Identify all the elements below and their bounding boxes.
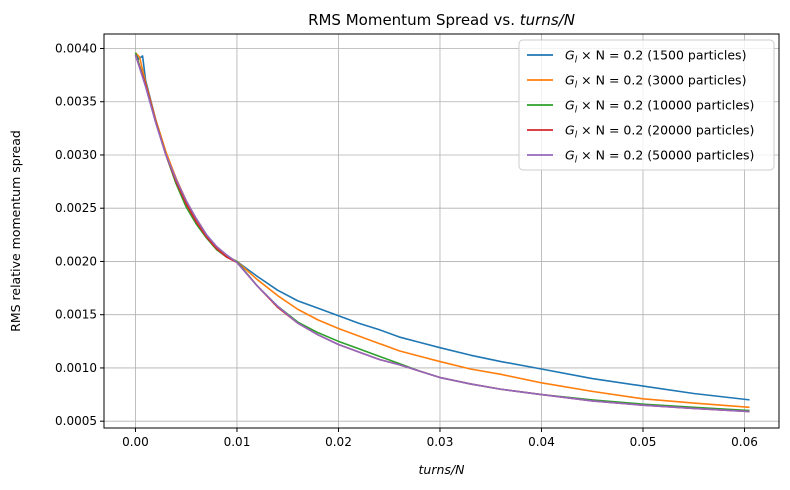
chart-title-prefix: RMS Momentum Spread vs. — [308, 11, 520, 29]
y-tick-label: 0.0025 — [55, 201, 97, 215]
y-tick-label: 0.0010 — [55, 361, 97, 375]
y-tick-label: 0.0005 — [55, 414, 97, 428]
legend-label: Gl × N = 0.2 (10000 particles) — [565, 98, 754, 116]
series-layer — [134, 52, 750, 413]
x-tick-label: 0.01 — [224, 435, 251, 449]
ticks-layer: 0.00 0.01 0.02 0.03 0.04 0.05 0.06 0.0005 0.0010… — [55, 41, 758, 449]
y-axis-label: RMS relative momentum spread — [8, 130, 23, 332]
series-line — [134, 54, 750, 413]
legend: Gl × N = 0.2 (1500 particles) Gl × N = 0.… — [518, 39, 775, 171]
legend-label: Gl × N = 0.2 (20000 particles) — [565, 123, 754, 141]
x-axis-label: turns/N — [419, 462, 466, 477]
chart-title-variable: turns/N — [520, 11, 575, 29]
legend-label: Gl × N = 0.2 (1500 particles) — [565, 48, 746, 66]
x-tick-label: 0.06 — [731, 435, 758, 449]
plot-frame — [103, 33, 780, 429]
legend-items: Gl × N = 0.2 (1500 particles) Gl × N = 0.… — [527, 48, 754, 166]
y-tick-label: 0.0040 — [55, 41, 97, 55]
x-tick-label: 0.04 — [528, 435, 555, 449]
x-tick-label: 0.00 — [122, 435, 149, 449]
y-tick-label: 0.0015 — [55, 308, 97, 322]
x-tick-label: 0.02 — [325, 435, 352, 449]
legend-box — [518, 39, 775, 171]
y-tick-label: 0.0035 — [55, 95, 97, 109]
y-tick-label: 0.0020 — [55, 254, 97, 268]
chart-title: RMS Momentum Spread vs. turns/N — [308, 11, 575, 29]
x-tick-label: 0.03 — [427, 435, 454, 449]
x-tick-label: 0.05 — [630, 435, 657, 449]
y-tick-label: 0.0030 — [55, 148, 97, 162]
legend-label: Gl × N = 0.2 (3000 particles) — [565, 73, 746, 91]
legend-label: Gl × N = 0.2 (50000 particles) — [565, 148, 754, 166]
